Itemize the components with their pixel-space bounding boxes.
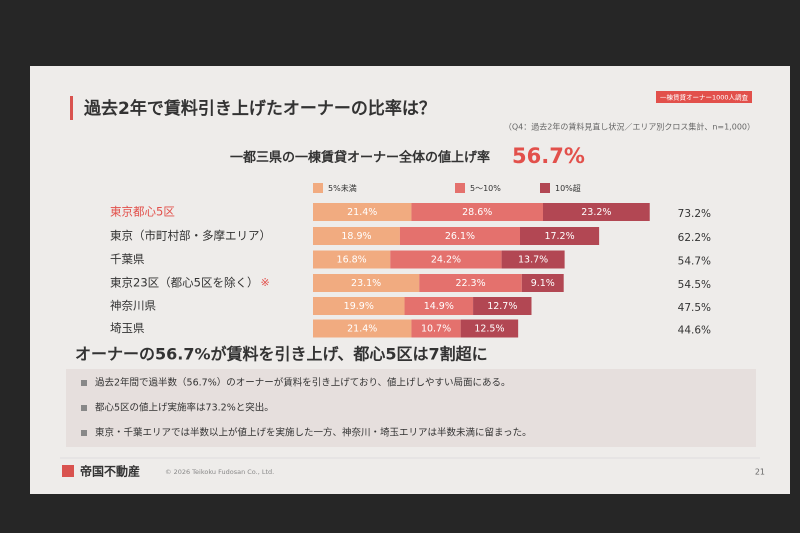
bullet-text: 都心5区の値上げ実施率は73.2%と突出。 — [95, 402, 274, 414]
bullet-text: 過去2年間で過半数（56.7%）のオーナーが賃料を引き上げており、値上げしやすい… — [95, 377, 510, 389]
logo: 帝国不動産 — [80, 464, 140, 479]
summary-box — [66, 369, 756, 447]
subtitle: （Q4：過去2年の賃料見直し状況／エリア別クロス集計、n=1,000） — [504, 122, 755, 132]
segment-label: 14.9% — [424, 301, 454, 312]
segment-label: 12.7% — [487, 301, 517, 312]
bar-segment — [411, 319, 461, 338]
segment-label: 10.7% — [421, 324, 451, 335]
segment-label: 21.4% — [347, 207, 377, 218]
total-label: 54.5% — [678, 279, 711, 291]
bar-segment — [460, 319, 519, 338]
segment-label: 23.1% — [351, 278, 381, 289]
category-label: 千葉県 — [110, 252, 145, 266]
total-label: 47.5% — [678, 302, 711, 314]
copyright: © 2026 Teikoku Fudosan Co., Ltd. — [165, 468, 274, 476]
title: 過去2年で賃料引き上げたオーナーの比率は？ — [84, 98, 436, 119]
bar-segment — [313, 297, 405, 315]
total-label: 44.6% — [678, 325, 711, 337]
bar-segment — [543, 203, 650, 221]
logo-icon — [62, 465, 74, 477]
segment-label: 24.2% — [431, 255, 461, 266]
legend-label: 10%超 — [555, 183, 581, 193]
bar-segment — [313, 227, 400, 245]
segment-label: 21.4% — [347, 324, 377, 335]
bar-segment — [411, 203, 543, 221]
bullet-text: 東京・千葉エリアでは半数以上が値上げを実施した一方、神奈川・埼玉エリアは半数未満… — [95, 427, 532, 439]
segment-label: 22.3% — [455, 278, 485, 289]
segment-label: 19.9% — [344, 301, 374, 312]
tag-box — [656, 91, 752, 103]
segment-label: 16.8% — [337, 255, 367, 266]
category-label: 東京23区（都心5区を除く） — [110, 276, 258, 290]
total-label: 54.7% — [678, 256, 711, 268]
title-bar — [70, 96, 73, 120]
bar-segment — [390, 250, 502, 269]
bar-segment — [419, 274, 522, 292]
summary-heading: オーナーの56.7%が賃料を引き上げ、都心5区は7割超に — [75, 345, 488, 364]
bar-segment — [521, 274, 564, 292]
page-number: 21 — [755, 468, 765, 477]
legend-label: 5～10% — [470, 184, 501, 193]
bullet-marker — [81, 430, 87, 436]
bullet-marker — [81, 405, 87, 411]
legend-swatch — [540, 183, 550, 193]
bar-segment — [313, 274, 420, 292]
bar-segment — [473, 297, 532, 315]
headline: 一都三県の一棟賃貸オーナー全体の値上げ率 — [230, 150, 490, 166]
headline-value: 56.7% — [512, 144, 585, 168]
category-label: 埼玉県 — [110, 321, 145, 335]
bar-segment — [399, 227, 520, 245]
bullet-marker — [81, 380, 87, 386]
bar-segment — [501, 250, 565, 269]
segment-label: 9.1% — [531, 278, 555, 289]
segment-label: 26.1% — [445, 231, 475, 242]
segment-label: 18.9% — [341, 231, 371, 242]
note-mark: ※ — [260, 276, 269, 289]
legend-swatch — [455, 183, 465, 193]
segment-label: 17.2% — [544, 231, 574, 242]
category-label: 神奈川県 — [110, 299, 156, 313]
category-label: 東京都心5区 — [110, 205, 175, 219]
segment-label: 13.7% — [518, 255, 548, 266]
category-label: 東京（市町村部・多摩エリア） — [110, 229, 271, 243]
bar-segment — [313, 203, 412, 221]
segment-label: 12.5% — [474, 324, 504, 335]
bar-segment — [404, 297, 474, 315]
bar-segment — [313, 319, 412, 338]
bar-segment — [313, 250, 391, 269]
segment-label: 23.2% — [581, 207, 611, 218]
legend-label: 5%未満 — [328, 183, 357, 193]
bar-segment — [520, 227, 600, 245]
total-label: 62.2% — [678, 232, 711, 244]
tag: 一棟賃貸オーナー1000人調査 — [660, 93, 749, 102]
segment-label: 28.6% — [462, 207, 492, 218]
legend-swatch — [313, 183, 323, 193]
bullets: 過去2年間で過半数（56.7%）のオーナーが賃料を引き上げており、値上げしやすい… — [81, 377, 532, 439]
total-label: 73.2% — [678, 208, 711, 220]
